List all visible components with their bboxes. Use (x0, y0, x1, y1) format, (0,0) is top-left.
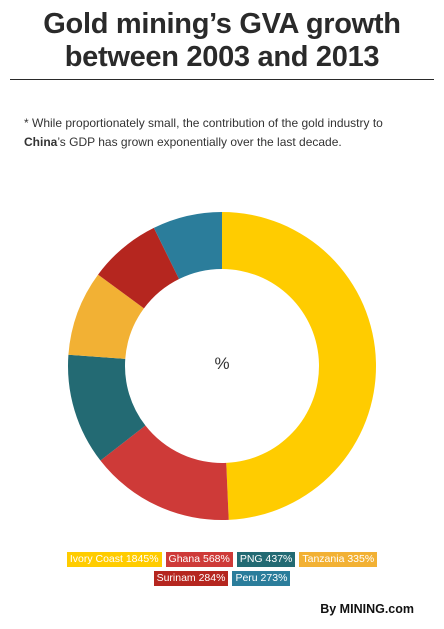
legend-item-ivory-coast: Ivory Coast 1845% (66, 552, 162, 567)
donut-center-label: % (214, 354, 230, 373)
footnote-highlight: China (24, 135, 58, 149)
legend-item-peru: Peru 273% (232, 571, 291, 586)
title-line-1: Gold mining’s GVA growth (43, 8, 401, 40)
legend-item-png: PNG 437% (236, 552, 296, 567)
title-divider (10, 79, 434, 80)
legend-row-2: Surinam 284% Peru 273% (0, 571, 444, 586)
footnote-suffix: ’s GDP has grown exponentially over the … (57, 135, 342, 149)
legend-item-tanzania: Tanzania 335% (299, 552, 378, 567)
donut-slice-ghana (100, 425, 229, 520)
donut-slice-surinam (98, 227, 180, 309)
donut-slice-png (67, 354, 146, 461)
legend-item-surinam: Surinam 284% (153, 571, 229, 586)
donut-slice-peru (153, 212, 222, 280)
donut-slice-ivory-coast (222, 212, 377, 520)
byline: By MINING.com (320, 602, 414, 616)
donut-slice-tanzania (68, 274, 144, 359)
legend-item-ghana: Ghana 568% (165, 552, 233, 567)
footnote-prefix: * While proportionately small, the contr… (24, 116, 383, 130)
footnote: * While proportionately small, the contr… (24, 114, 422, 152)
legend: Ivory Coast 1845% Ghana 568% PNG 437% Tanza… (0, 552, 444, 590)
title-line-2: between 2003 and 2013 (64, 41, 380, 73)
legend-row-1: Ivory Coast 1845% Ghana 568% PNG 437% Tanza… (0, 552, 444, 567)
chart-title: Gold mining’s GVA growth between 2003 an… (0, 8, 444, 74)
